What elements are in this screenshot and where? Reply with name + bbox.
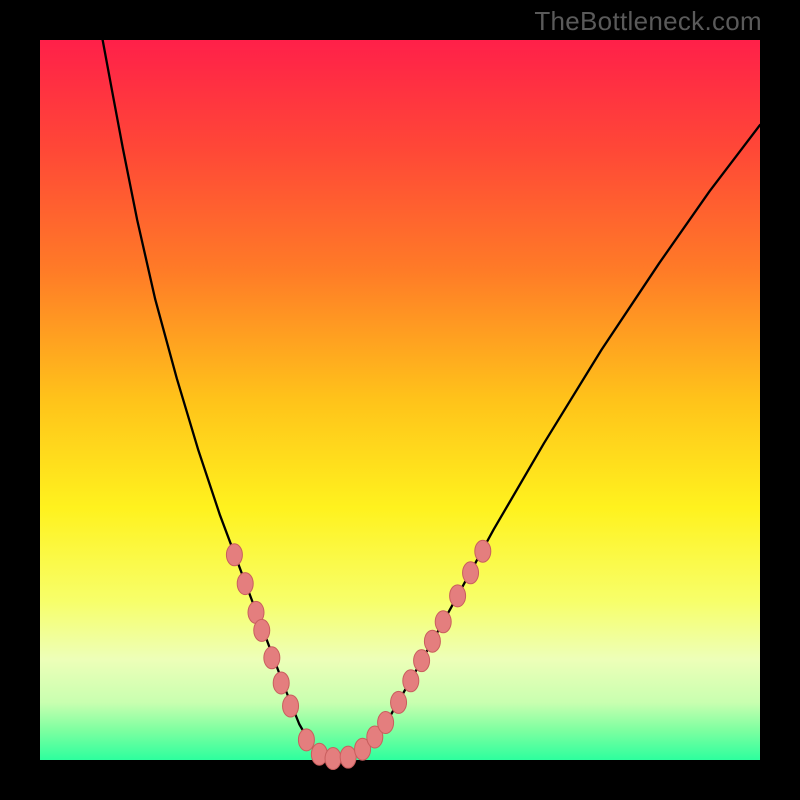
marker-point	[237, 573, 253, 595]
marker-point	[378, 712, 394, 734]
marker-point	[435, 611, 451, 633]
marker-point	[273, 672, 289, 694]
marker-point	[403, 670, 419, 692]
marker-point	[226, 544, 242, 566]
marker-point	[340, 746, 356, 768]
chart-container: TheBottleneck.com	[0, 0, 800, 800]
marker-point	[475, 540, 491, 562]
watermark-text: TheBottleneck.com	[534, 6, 762, 37]
gradient-rect	[40, 40, 760, 760]
marker-point	[424, 630, 440, 652]
marker-point	[298, 729, 314, 751]
marker-point	[325, 748, 341, 770]
marker-point	[463, 562, 479, 584]
chart-svg	[0, 0, 800, 800]
marker-point	[450, 585, 466, 607]
marker-point	[283, 695, 299, 717]
marker-point	[414, 650, 430, 672]
marker-point	[264, 647, 280, 669]
marker-point	[254, 619, 270, 641]
marker-point	[391, 691, 407, 713]
